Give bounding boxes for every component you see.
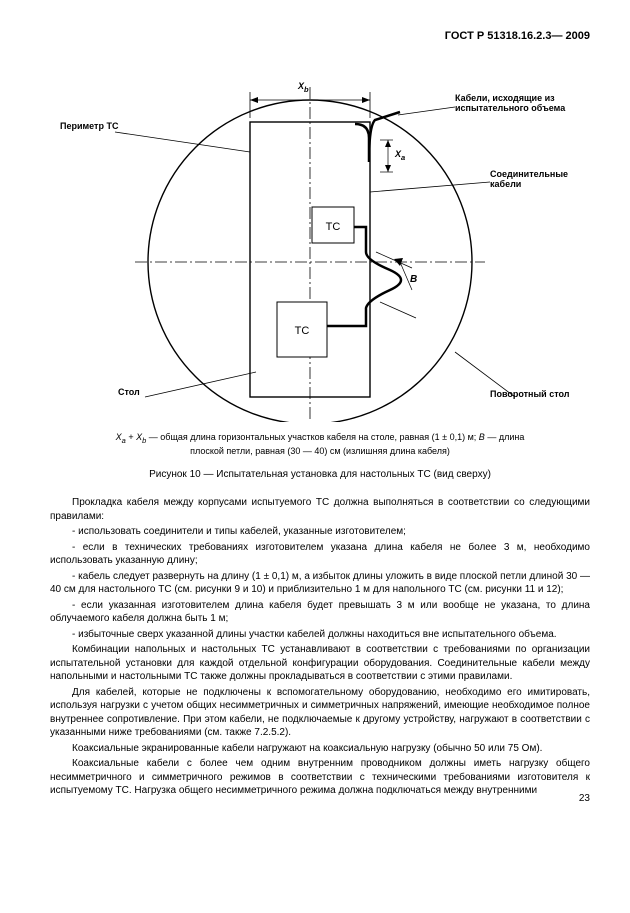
bullet-1: - использовать соединители и типы кабеле… — [50, 525, 590, 539]
caption-line2: плоской петли, равная (30 — 40) см (изли… — [190, 446, 450, 456]
bullet-5: - избыточные сверх указанной длины участ… — [50, 628, 590, 642]
xa-label: Xa — [395, 150, 405, 162]
bullet-3: - кабель следует развернуть на длину (1 … — [50, 570, 590, 597]
cables-exiting-label: Кабели, исходящие из испытательного объе… — [455, 94, 585, 114]
para-1: Прокладка кабеля между корпусами испытуе… — [50, 496, 590, 523]
conn-cables-label: Соединительные кабели — [490, 170, 585, 190]
perimeter-label: Периметр ТС — [60, 122, 142, 132]
figure-title: Рисунок 10 — Испытательная установка для… — [50, 469, 590, 480]
xb-label: Xb — [298, 82, 309, 94]
body-text: Прокладка кабеля между корпусами испытуе… — [50, 496, 590, 798]
svg-text:ТС: ТС — [326, 221, 341, 233]
rotary-table-label: Поворотный стол — [490, 390, 590, 400]
figure-10: ТС ТС — [60, 52, 580, 422]
caption-line1: Xa + Xb — общая длина горизонтальных уча… — [116, 432, 525, 442]
para-4: Коаксиальные экранированные кабели нагру… — [50, 742, 590, 756]
para-3: Для кабелей, которые не подключены к всп… — [50, 686, 590, 740]
para-2: Комбинации напольных и настольных ТС уст… — [50, 643, 590, 684]
page-number: 23 — [579, 793, 590, 804]
bullet-2: - если в технических требованиях изготов… — [50, 541, 590, 568]
bullet-4: - если указанная изготовителем длина каб… — [50, 599, 590, 626]
figure-caption: Xa + Xb — общая длина горизонтальных уча… — [50, 432, 590, 457]
para-5: Коаксиальные кабели с более чем одним вн… — [50, 757, 590, 798]
svg-text:ТС: ТС — [295, 325, 310, 337]
table-label: Стол — [118, 388, 140, 398]
b-label: B — [410, 274, 417, 285]
document-code: ГОСТ Р 51318.16.2.3— 2009 — [50, 30, 590, 42]
